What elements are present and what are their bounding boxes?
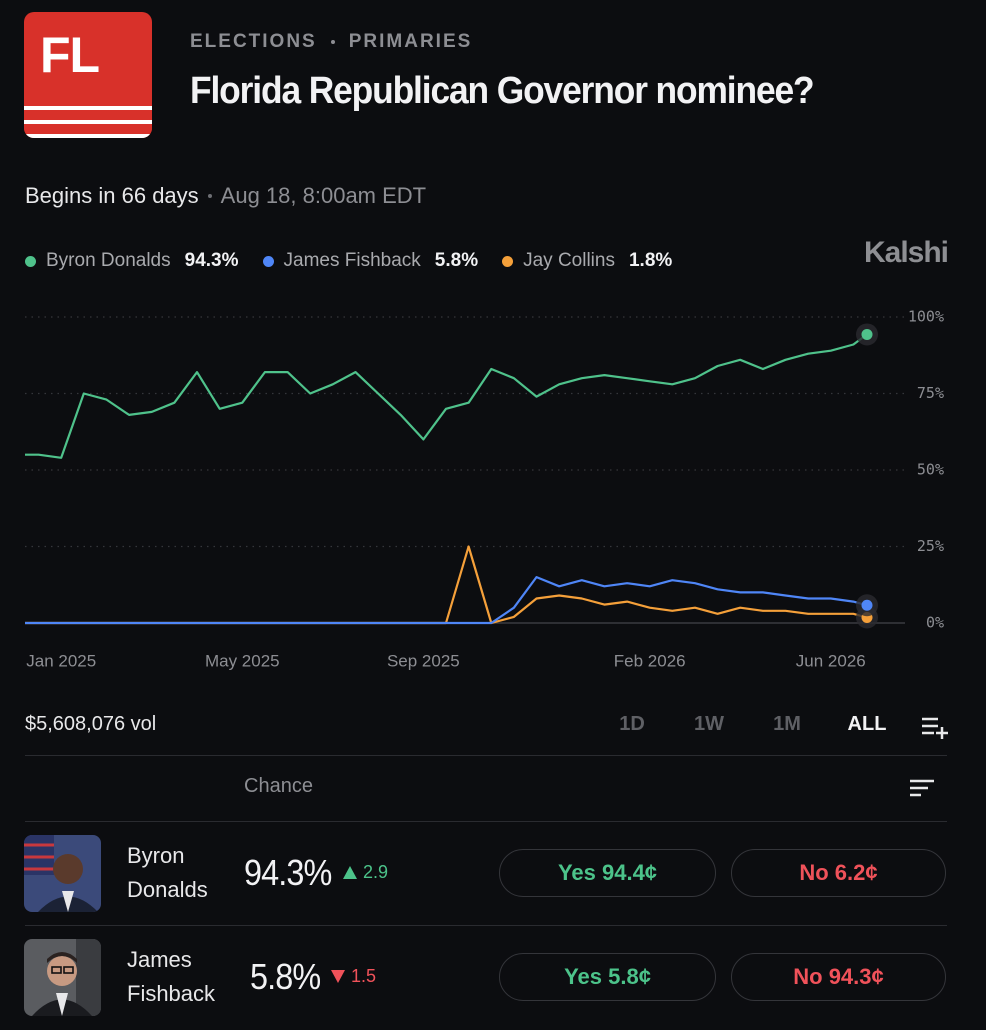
x-tick-label: Feb 2026 [614,651,686,670]
yes-button[interactable]: Yes 5.8¢ [499,953,716,1001]
divider [25,821,947,822]
stripe [24,120,152,124]
outcome-name: James Fishback [127,947,216,1006]
series-line [25,545,868,625]
outcome-name: Byron Donalds [127,843,208,902]
sort-icon[interactable] [908,778,936,798]
divider [25,925,947,926]
range-button[interactable]: 1M [773,713,801,735]
start-time: Aug 18, 8:00am EDT [220,183,427,208]
range-button[interactable]: ALL [847,713,887,735]
legend-swatch [502,255,514,267]
legend-swatch [25,255,36,267]
breadcrumbs: ELECTIONS PRIMARIES [190,31,472,53]
legend-value: 1.8% [628,250,673,271]
brand: Kalshi [863,236,949,269]
separator [207,194,212,198]
avatar [24,939,101,1016]
y-tick-label: 100% [908,308,944,326]
separator [330,40,335,44]
avatar [24,835,101,912]
range-button[interactable]: 1W [694,713,724,735]
x-tick-label: Jun 2026 [796,651,866,670]
y-tick-label: 75% [917,384,944,402]
series-line [25,576,868,625]
market-logo: FL [24,12,152,138]
legend-swatch [262,255,274,267]
volume: $5,608,076 vol [25,713,157,735]
divider [25,755,947,756]
legend-item: James Fishback 5.8% [262,250,479,272]
y-tick-label: 25% [917,537,944,555]
x-tick-label: Jan 2025 [26,651,96,670]
countdown: Begins in 66 days [25,183,199,208]
change-arrow [331,970,345,983]
x-tick-label: May 2025 [205,651,280,670]
outcome-change: 1.5 [331,966,376,987]
change-value: 2.9 [363,862,389,882]
legend-value: 94.3% [184,250,239,271]
stripe [24,134,152,138]
column-header: Chance [244,775,313,797]
add-compare-icon[interactable] [920,715,950,739]
schedule: Begins in 66 days Aug 18, 8:00am EDT [25,183,426,209]
breadcrumb[interactable]: PRIMARIES [348,31,473,52]
legend-name: Jay Collins [523,250,615,271]
legend-item: Byron Donalds 94.3% [25,250,239,272]
legend-item: Jay Collins 1.8% [502,250,672,272]
x-tick-label: Sep 2025 [387,651,460,670]
outcome-chance: 5.8% [250,956,321,997]
outcome-change: 2.9 [343,862,388,883]
legend-name: Byron Donalds [46,250,171,271]
title: Florida Republican Governor nominee? [190,70,815,112]
legend-name: James Fishback [283,250,421,271]
range-button[interactable]: 1D [619,713,645,735]
change-value: 1.5 [351,966,377,986]
legend-value: 5.8% [434,250,479,271]
legend: Byron Donalds 94.3% James Fishback 5.8% Jay … [25,250,672,272]
y-tick-label: 0% [926,614,944,632]
series-line [25,333,868,459]
no-button[interactable]: No 6.2¢ [731,849,946,897]
end-point [861,599,873,611]
change-arrow [343,866,357,879]
chart: 0% 25% 50% 75% 100% Jan 2025 May 2025 Sep 2025 F… [25,308,944,670]
end-point [861,328,873,340]
badge: FL [40,27,100,83]
breadcrumb[interactable]: ELECTIONS [190,31,317,52]
outcome-chance: 94.3% [244,852,332,893]
stripe [24,106,152,110]
no-button[interactable]: No 94.3¢ [731,953,946,1001]
y-tick-label: 50% [917,461,944,479]
yes-button[interactable]: Yes 94.4¢ [499,849,716,897]
